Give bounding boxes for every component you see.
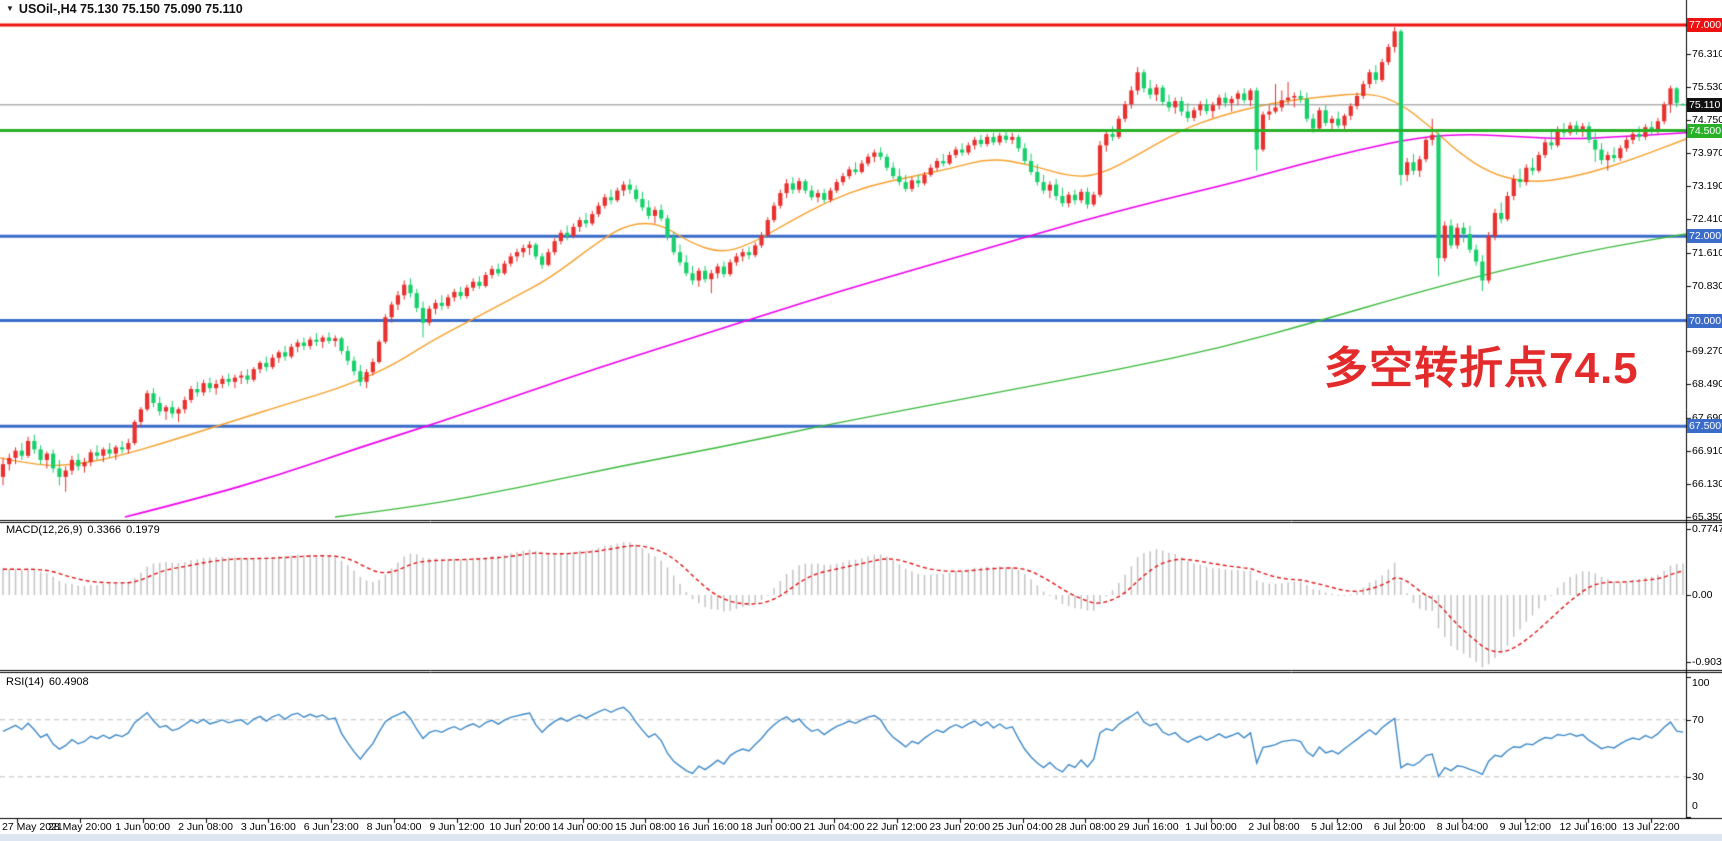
chevron-down-icon[interactable]: ▼: [6, 4, 14, 13]
rsi-name: RSI(14): [6, 676, 44, 688]
chart-annotation: 多空转折点74.5: [1324, 344, 1639, 393]
symbol-title-text: USOil-,H4 75.130 75.150 75.090 75.110: [18, 2, 243, 16]
macd-signal-value: 0.1979: [126, 524, 160, 536]
macd-indicator-label: MACD(12,26,9) 0.3366 0.1979: [6, 524, 165, 536]
macd-name: MACD(12,26,9): [6, 524, 83, 536]
symbol-title: ▼ USOil-,H4 75.130 75.150 75.090 75.110: [6, 2, 243, 16]
rsi-indicator-label: RSI(14) 60.4908: [6, 676, 94, 688]
rsi-value: 60.4908: [48, 676, 89, 688]
macd-main-value: 0.3366: [87, 524, 122, 536]
